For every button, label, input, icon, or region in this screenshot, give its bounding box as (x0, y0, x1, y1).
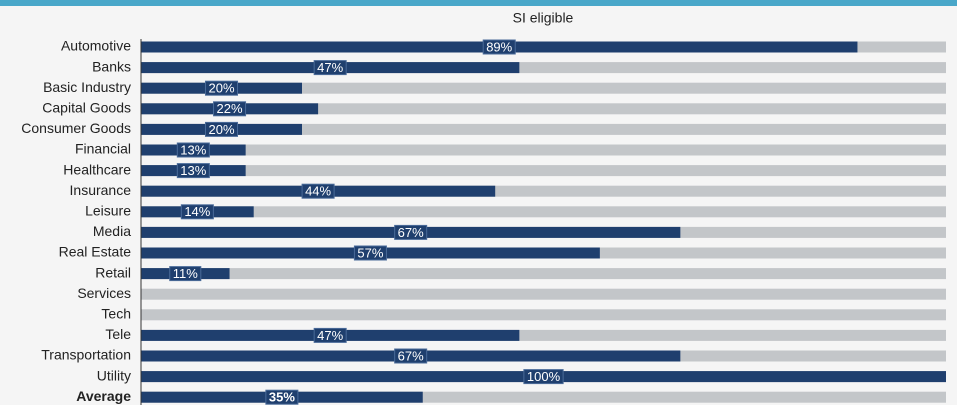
value-label: 13% (180, 142, 206, 157)
y-tick-label: Banks (92, 58, 131, 74)
value-label: 44% (305, 184, 331, 199)
y-tick-label: Services (77, 285, 131, 301)
bar-track (141, 103, 946, 115)
value-label-box (523, 369, 564, 385)
y-tick-label: Tele (105, 326, 131, 342)
bar-track (141, 123, 946, 135)
y-tick-label: Healthcare (63, 161, 131, 177)
value-label-box (301, 183, 335, 199)
y-tick-label: Automotive (61, 38, 131, 54)
y-tick-label: Media (93, 223, 131, 239)
value-label: 20% (208, 81, 234, 96)
value-label-box (313, 60, 347, 76)
value-label: 89% (486, 39, 512, 54)
y-tick-label: Retail (95, 264, 131, 280)
bar-track (141, 82, 946, 94)
value-label-box (394, 348, 428, 364)
value-label-box (353, 245, 387, 261)
value-label-box (265, 389, 299, 405)
bar-track (141, 62, 946, 74)
value-label: 13% (180, 163, 206, 178)
value-label-box (176, 163, 210, 179)
value-label-box (180, 204, 214, 220)
bar-track (141, 268, 946, 280)
y-tick-label: Transportation (41, 347, 131, 363)
value-label: 14% (184, 204, 210, 219)
bar-track (141, 309, 946, 321)
value-label-box (394, 224, 428, 240)
top-strip (0, 0, 957, 6)
bar-track (141, 288, 946, 300)
value-label-box (169, 266, 202, 282)
value-label: 35% (269, 390, 295, 405)
value-label-box (204, 121, 239, 137)
y-tick-label: Insurance (70, 182, 132, 198)
bar-track (141, 165, 946, 177)
chart-title: SI eligible (513, 10, 574, 26)
y-tick-label: Real Estate (59, 244, 132, 260)
bar-track (141, 206, 946, 218)
y-tick-label: Basic Industry (43, 79, 131, 95)
y-tick-label: Utility (97, 367, 131, 383)
bar-track (141, 391, 946, 403)
value-label: 57% (357, 245, 383, 260)
value-label-box (213, 101, 247, 117)
bar-track (141, 185, 946, 197)
y-tick-label: Tech (101, 306, 131, 322)
y-tick-label: Financial (75, 141, 131, 157)
value-label-box (176, 142, 210, 158)
value-label: 67% (398, 348, 424, 363)
y-tick-label: Capital Goods (42, 100, 131, 116)
bar-track (141, 329, 946, 341)
value-label: 20% (208, 122, 234, 137)
value-label: 22% (217, 101, 243, 116)
y-tick-label: Consumer Goods (21, 120, 131, 136)
value-label-box (482, 39, 516, 55)
value-label: 47% (317, 60, 343, 75)
y-tick-label: Leisure (85, 203, 131, 219)
value-label: 11% (173, 266, 198, 281)
value-label-box (204, 80, 239, 96)
value-label: 47% (317, 328, 343, 343)
bar-track (141, 144, 946, 156)
value-label: 100% (527, 369, 561, 384)
value-label-box (313, 327, 347, 343)
y-tick-label: Average (76, 388, 131, 404)
value-label: 67% (398, 225, 424, 240)
